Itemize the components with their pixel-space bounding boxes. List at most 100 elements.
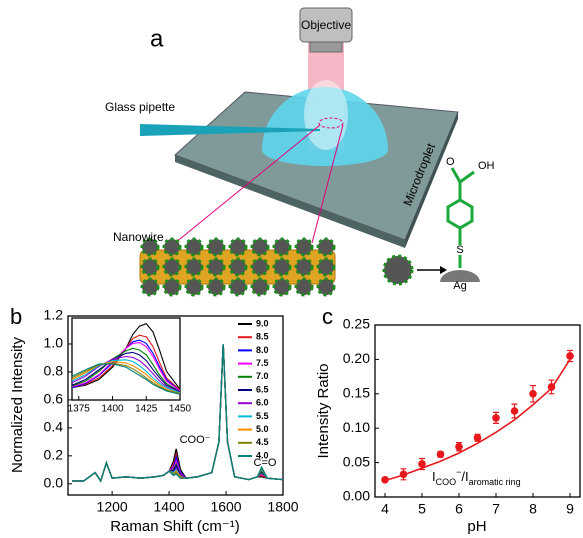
y-tick-label: 0.0 [44, 475, 64, 491]
x-tick-label: 1200 [97, 498, 128, 514]
nanoparticle [208, 279, 224, 295]
nanoparticle [384, 256, 412, 284]
x-tick-label: 7 [492, 500, 500, 516]
x-tick-label: 6 [455, 500, 463, 516]
y-tick-label: 0.2 [44, 447, 64, 463]
legend-label: 8.5 [256, 332, 269, 342]
x-tick-label: 1375 [68, 404, 91, 415]
data-point [474, 434, 482, 442]
nanoparticle [318, 279, 334, 295]
panel-label: c [322, 304, 333, 329]
glow [304, 80, 348, 150]
label: Nanowire [113, 230, 164, 244]
nanoparticle [318, 259, 334, 275]
nanoparticle [142, 279, 158, 295]
nanoparticles [142, 239, 334, 295]
x-tick-label: 1425 [135, 404, 158, 415]
y-tick-label: 0.05 [343, 453, 370, 469]
nanoparticle [164, 259, 180, 275]
nanoparticle [186, 239, 202, 255]
data-point [400, 470, 408, 478]
legend-label: 5.5 [256, 411, 269, 421]
benzene [448, 200, 472, 228]
x-tick-label: 4 [381, 500, 389, 516]
y-tick-label: 0.25 [343, 316, 370, 332]
legend-label: 5.0 [256, 424, 269, 434]
nanoparticle [296, 279, 312, 295]
plot-frame [375, 325, 580, 497]
nanoparticle [230, 239, 246, 255]
legend-label: 4.5 [256, 437, 269, 447]
legend-label: 7.0 [256, 371, 269, 381]
y-tick-label: 1.0 [44, 335, 64, 351]
atom: S [456, 244, 463, 256]
nanoparticle [142, 259, 158, 275]
y-tick-label: 0.10 [343, 419, 370, 435]
data-point [381, 476, 389, 484]
data-point [418, 460, 426, 468]
data-point [437, 451, 445, 459]
nanoparticle [186, 279, 202, 295]
y-tick-label: 0.15 [343, 385, 370, 401]
y-tick-label: 0.8 [44, 363, 64, 379]
legend-label: 9.0 [256, 318, 269, 328]
y-tick-label: 0.00 [343, 488, 370, 504]
nanoparticle [230, 259, 246, 275]
nanoparticle [296, 259, 312, 275]
nanoparticle [208, 259, 224, 275]
x-tick-label: 1400 [154, 498, 185, 514]
nanoparticle [164, 239, 180, 255]
annotation-part: COO [436, 477, 457, 487]
label: Glass pipette [105, 100, 175, 114]
atom: Ag [453, 280, 466, 292]
nanoparticle [230, 279, 246, 295]
legend-label: 4.0 [256, 450, 269, 460]
nanoparticle [252, 239, 268, 255]
x-tick-label: 1600 [210, 498, 241, 514]
legend-label: 7.5 [256, 358, 269, 368]
y-tick-label: 1.2 [44, 307, 64, 323]
bond [460, 172, 474, 182]
annotation-part: /I [461, 469, 468, 484]
panel-a: a Objective Glass pipette Microdroplet N… [105, 8, 495, 295]
data-point [492, 414, 500, 422]
nanoparticle [186, 259, 202, 275]
y-axis-label: Intensity Ratio [315, 363, 332, 458]
legend-label: 6.5 [256, 384, 269, 394]
atom: O [446, 156, 455, 168]
panel-label: a [150, 25, 164, 52]
data-point [511, 407, 519, 415]
nanoparticle [274, 239, 290, 255]
data-point [566, 352, 574, 360]
label: Objective [301, 18, 351, 32]
atom: OH [478, 160, 495, 172]
nanoparticle [274, 259, 290, 275]
x-tick-label: 5 [418, 500, 426, 516]
annotation-part: aromatic ring [469, 477, 521, 487]
nanoparticle [164, 279, 180, 295]
bond [452, 168, 460, 182]
nanoparticle [274, 279, 290, 295]
x-tick-label: 8 [529, 500, 537, 516]
figure: a Objective Glass pipette Microdroplet N… [0, 0, 583, 538]
x-axis-label: pH [467, 518, 486, 535]
x-tick-label: 9 [566, 500, 574, 516]
annotation: COO⁻ [180, 434, 211, 446]
nanoparticle [252, 259, 268, 275]
data-point [455, 443, 463, 451]
data-point [548, 383, 556, 391]
nanoparticle [252, 279, 268, 295]
y-axis-label: Normalized Intensity [9, 337, 26, 473]
x-tick-label: 1800 [267, 498, 298, 514]
x-axis-label: Raman Shift (cm⁻¹) [110, 518, 240, 535]
objective-tip [310, 42, 342, 52]
data-point [529, 390, 537, 398]
x-tick-label: 1450 [169, 404, 192, 415]
nanoparticle [318, 239, 334, 255]
panel-label: b [10, 304, 22, 329]
y-tick-label: 0.6 [44, 391, 64, 407]
y-tick-label: 0.20 [343, 350, 370, 366]
legend-label: 8.0 [256, 345, 269, 355]
x-tick-label: 1400 [101, 404, 124, 415]
y-tick-label: 0.4 [44, 419, 64, 435]
